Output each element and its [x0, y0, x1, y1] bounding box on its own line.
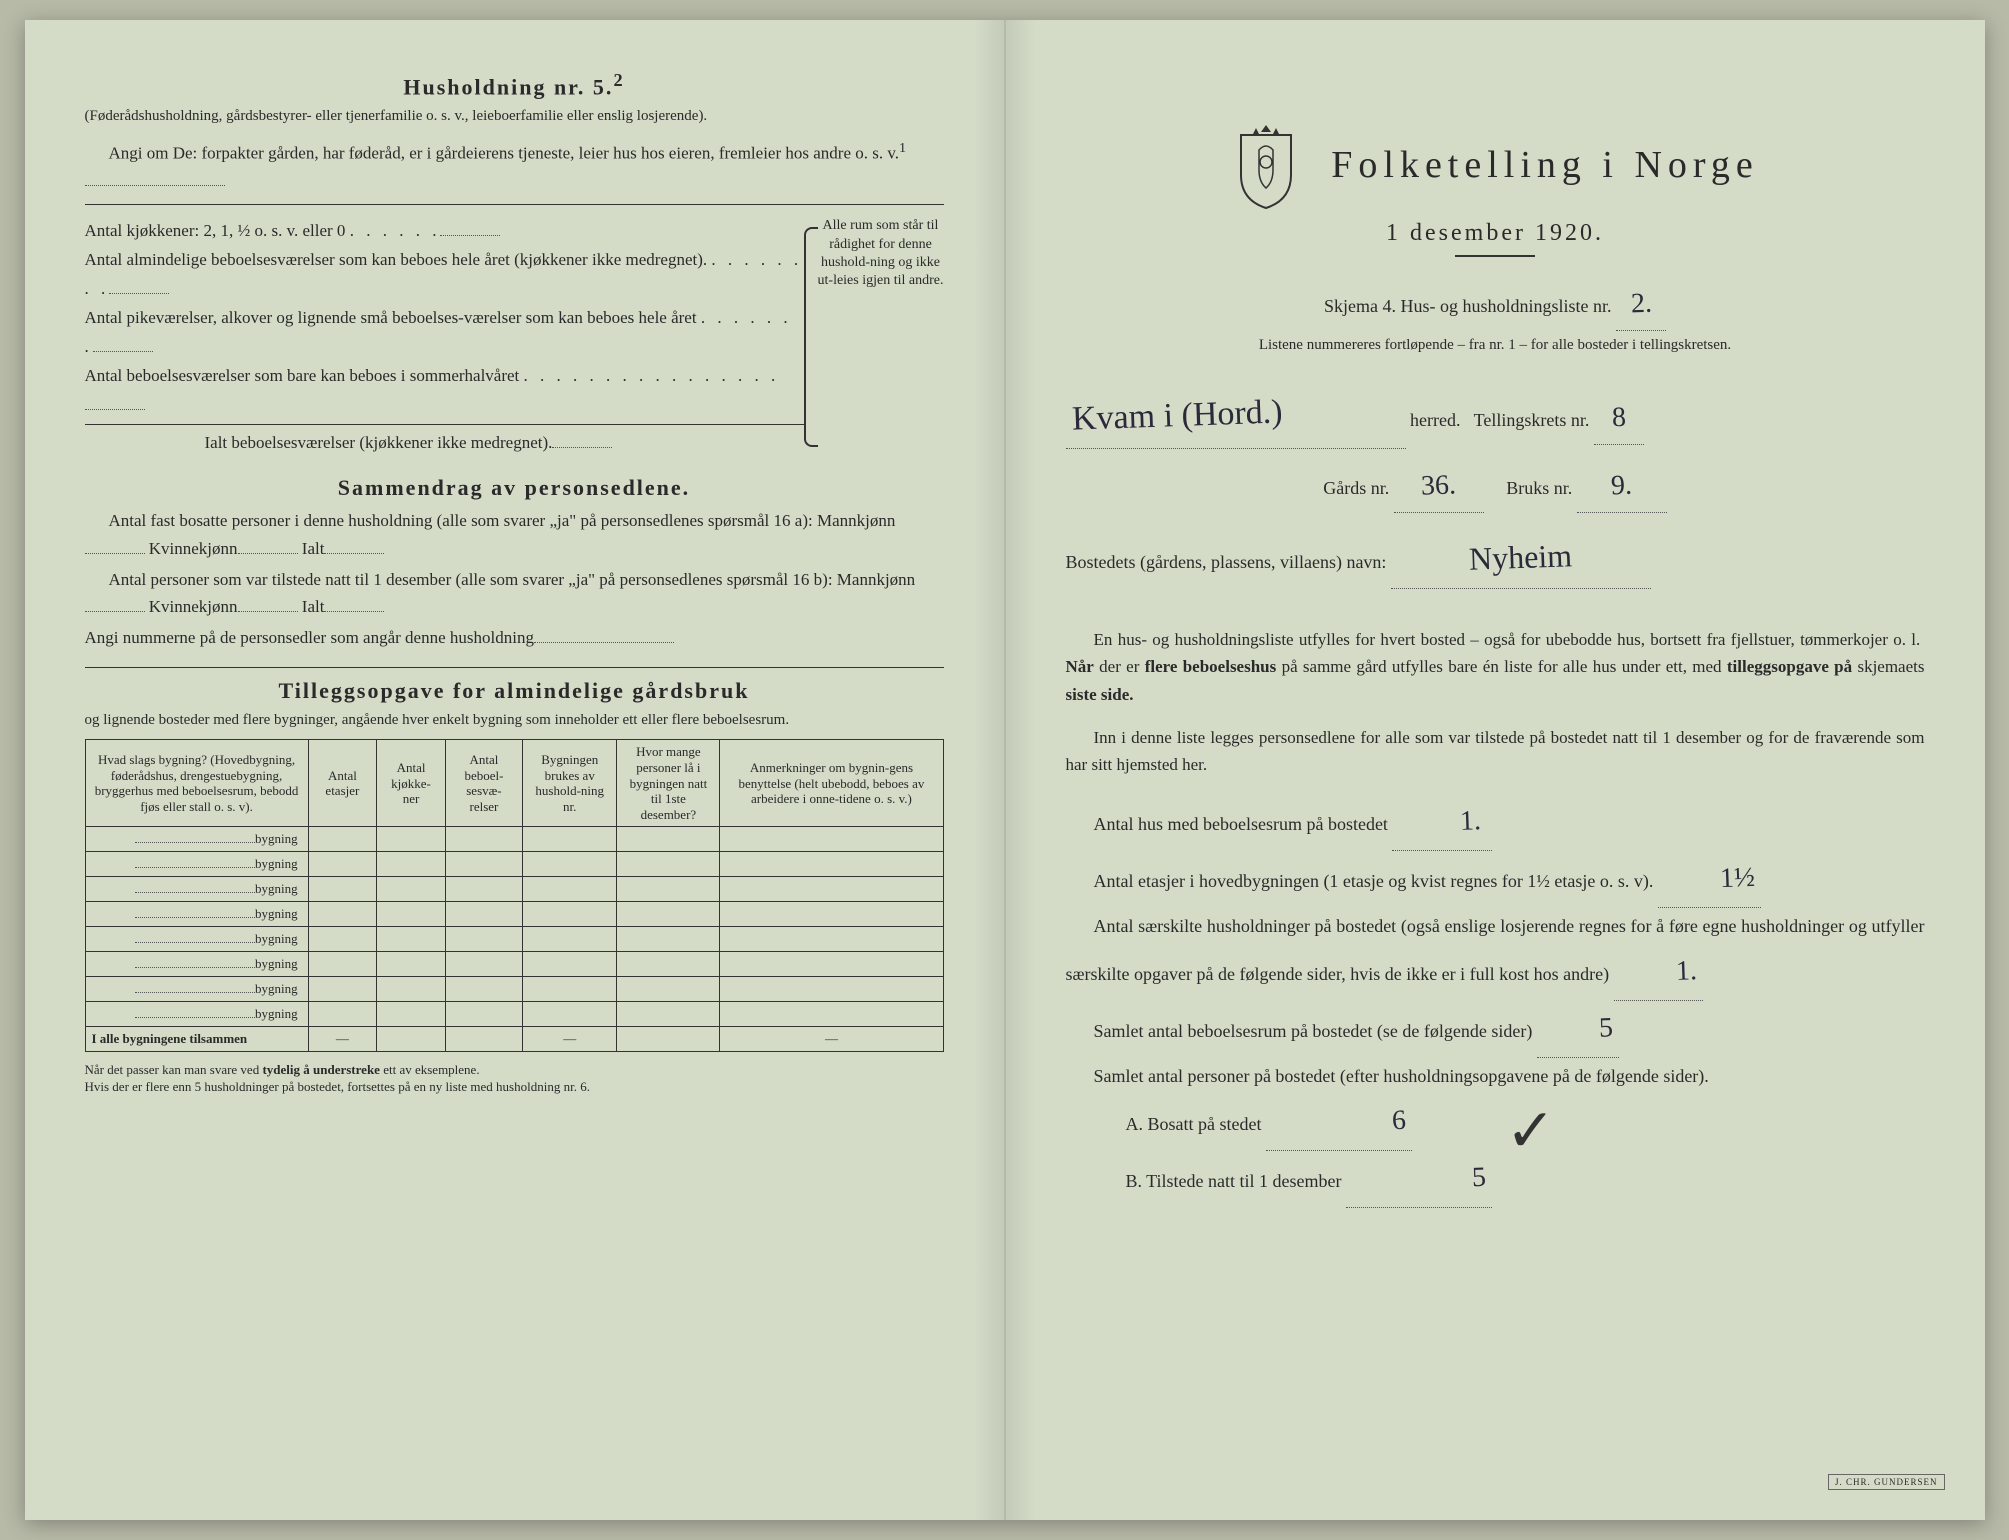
right-page: Folketelling i Norge 1 desember 1920. Sk…	[1005, 20, 1985, 1520]
title-row: Folketelling i Norge	[1066, 120, 1925, 210]
sammendrag-title: Sammendrag av personsedlene.	[85, 475, 944, 501]
herred-value: Kvam i (Hord.)	[1070, 380, 1283, 452]
document-spread: Husholdning nr. 5.2 (Føderådshusholdning…	[25, 20, 1985, 1520]
table-row: bygning	[85, 902, 943, 927]
instruction-para-2: Inn i denne liste legges personsedlene f…	[1066, 724, 1925, 778]
table-row: bygning	[85, 827, 943, 852]
main-title: Folketelling i Norge	[1331, 143, 1759, 187]
table-total-row: I alle bygningene tilsammen ———	[85, 1027, 943, 1052]
census-date: 1 desember 1920.	[1066, 220, 1925, 247]
tillegg-subtext: og lignende bosteder med flere bygninger…	[85, 710, 944, 731]
left-page: Husholdning nr. 5.2 (Føderådshusholdning…	[25, 20, 1005, 1520]
husholdning-subtext: (Føderådshusholdning, gårdsbestyrer- ell…	[85, 106, 944, 127]
rooms-line-2: Antal pikeværelser, alkover og lignende …	[85, 304, 804, 362]
bosted-navn-value: Nyheim	[1468, 526, 1573, 590]
sammendrag-line-1: Antal fast bosatte personer i denne hush…	[85, 507, 944, 561]
tillegg-title: Tilleggsopgave for almindelige gårdsbruk	[85, 678, 944, 704]
liste-nr-value: 2.	[1630, 277, 1653, 331]
table-row: bygning	[85, 877, 943, 902]
skjema-line: Skjema 4. Hus- og husholdningsliste nr. …	[1066, 277, 1925, 331]
husholdning-title: Husholdning nr. 5.2	[85, 70, 944, 100]
field-husholdninger: Antal særskilte husholdninger på bostede…	[1066, 908, 1925, 1001]
th-personer: Hvor mange personer lå i bygningen natt …	[617, 740, 720, 827]
th-beboelse: Antal beboel-sesvæ-relser	[445, 740, 522, 827]
gards-bruks-line: Gårds nr. 36. Bruks nr. 9.	[1066, 459, 1925, 513]
rooms-line-3: Antal beboelsesværelser som bare kan beb…	[85, 362, 804, 420]
bosted-line: Bostedets (gårdens, plassens, villaens) …	[1066, 527, 1925, 589]
field-beboelsesrum: Samlet antal beboelsesrum på bostedet (s…	[1066, 1001, 1925, 1058]
th-etasjer: Antal etasjer	[308, 740, 377, 827]
field-etasjer: Antal etasjer i hovedbygningen (1 etasje…	[1066, 851, 1925, 908]
kitchen-count-line: Antal kjøkkener: 2, 1, ½ o. s. v. eller …	[85, 217, 804, 246]
gards-nr-value: 36.	[1420, 459, 1457, 513]
field-personer-label: Samlet antal personer på bostedet (efter…	[1066, 1058, 1925, 1094]
sammendrag-line-2: Antal personer som var tilstede natt til…	[85, 566, 944, 620]
etasjer-value: 1½	[1691, 850, 1756, 908]
th-brukes: Bygningen brukes av hushold-ning nr.	[523, 740, 617, 827]
tilstede-value: 5	[1411, 1150, 1487, 1209]
antal-hus-value: 1.	[1431, 793, 1482, 851]
th-bygning: Hvad slags bygning? (Hovedbygning, føder…	[85, 740, 308, 827]
herred-line: Kvam i (Hord.) herred. Tellingskrets nr.…	[1066, 384, 1925, 450]
th-kjokken: Antal kjøkke-ner	[377, 740, 446, 827]
husholdninger-value: 1.	[1647, 943, 1698, 1001]
angi-om-line: Angi om De: forpakter gården, har føderå…	[85, 137, 944, 194]
table-row: bygning	[85, 977, 943, 1002]
brace-note: Alle rum som står til rådighet for denne…	[804, 217, 944, 457]
field-bosatt: A. Bosatt på stedet 6	[1066, 1094, 1925, 1151]
instruction-para-1: En hus- og husholdningsliste utfylles fo…	[1066, 626, 1925, 708]
bruks-nr-value: 9.	[1610, 459, 1633, 513]
printer-mark: J. CHR. GUNDERSEN	[1828, 1474, 1945, 1490]
field-hus: Antal hus med beboelsesrum på bostedet 1…	[1066, 794, 1925, 851]
rooms-total-line: Ialt beboelsesværelser (kjøkkener ikke m…	[85, 429, 804, 458]
table-row: bygning	[85, 952, 943, 977]
th-anmerk: Anmerkninger om bygnin-gens benyttelse (…	[720, 740, 943, 827]
table-header-row: Hvad slags bygning? (Hovedbygning, føder…	[85, 740, 943, 827]
rooms-line-1: Antal almindelige beboelsesværelser som …	[85, 246, 804, 304]
rooms-brace-section: Antal kjøkkener: 2, 1, ½ o. s. v. eller …	[85, 217, 944, 457]
table-row: bygning	[85, 1002, 943, 1027]
sammendrag-line-3: Angi nummerne på de personsedler som ang…	[85, 624, 944, 651]
coat-of-arms-icon	[1231, 120, 1301, 210]
building-table: Hvad slags bygning? (Hovedbygning, føder…	[85, 739, 944, 1052]
beboelsesrum-value: 5	[1570, 1000, 1614, 1057]
title-divider	[1455, 255, 1535, 257]
listene-note: Listene nummereres fortløpende – fra nr.…	[1066, 331, 1925, 360]
bosatt-value: 6	[1331, 1093, 1407, 1152]
left-footnote: Når det passer kan man svare ved tydelig…	[85, 1062, 944, 1096]
tellingskrets-value: 8	[1611, 390, 1627, 444]
checkmark-icon: ✓	[1506, 1074, 1556, 1188]
table-row: bygning	[85, 927, 943, 952]
field-tilstede: B. Tilstede natt til 1 desember 5	[1066, 1151, 1925, 1208]
table-row: bygning	[85, 852, 943, 877]
